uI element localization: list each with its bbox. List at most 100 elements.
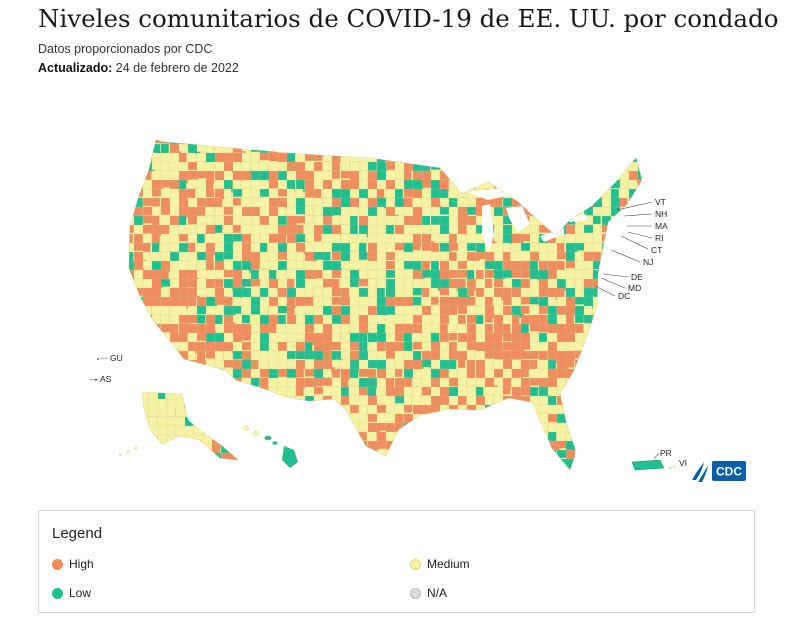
county-cell[interactable]: [205, 206, 215, 216]
county-cell[interactable]: [358, 242, 367, 254]
county-cell[interactable]: [340, 161, 350, 170]
county-cell[interactable]: [322, 215, 333, 225]
county-cell[interactable]: [619, 422, 630, 433]
county-cell[interactable]: [403, 404, 413, 413]
county-cell[interactable]: [475, 458, 486, 469]
county-cell[interactable]: [169, 206, 181, 217]
county-cell[interactable]: [511, 386, 522, 397]
county-cell[interactable]: [574, 404, 586, 414]
county-cell[interactable]: [340, 143, 354, 155]
county-cell[interactable]: [574, 431, 583, 441]
county-cell[interactable]: [601, 260, 612, 273]
county-cell[interactable]: [466, 449, 477, 459]
county-cell[interactable]: [430, 413, 440, 425]
county-cell[interactable]: [187, 449, 200, 462]
county-cell[interactable]: [148, 407, 160, 417]
county-cell[interactable]: [421, 314, 432, 325]
county-cell[interactable]: [430, 323, 439, 333]
county-cell[interactable]: [295, 431, 307, 442]
county-cell[interactable]: [151, 449, 165, 462]
county-cell[interactable]: [125, 170, 135, 183]
county-cell[interactable]: [628, 395, 640, 407]
county-cell[interactable]: [229, 434, 238, 448]
county-cell[interactable]: [376, 422, 388, 431]
county-cell[interactable]: [574, 350, 583, 359]
county-cell[interactable]: [484, 467, 497, 479]
county-cell[interactable]: [547, 143, 557, 157]
county-cell[interactable]: [160, 170, 172, 182]
county-cell[interactable]: [250, 386, 263, 395]
county-cell[interactable]: [403, 395, 412, 405]
county-cell[interactable]: [394, 233, 406, 243]
county-cell[interactable]: [157, 390, 166, 401]
county-cell[interactable]: [457, 350, 468, 361]
county-cell[interactable]: [385, 305, 396, 315]
county-cell[interactable]: [520, 440, 532, 450]
county-cell[interactable]: [313, 431, 325, 445]
county-cell[interactable]: [502, 269, 513, 278]
county-cell[interactable]: [140, 443, 151, 454]
county-cell[interactable]: [619, 404, 628, 413]
county-cell[interactable]: [268, 413, 279, 424]
county-cell[interactable]: [430, 449, 440, 459]
county-cell[interactable]: [214, 305, 224, 317]
county-cell[interactable]: [286, 135, 298, 148]
county-cell[interactable]: [475, 287, 485, 298]
county-cell[interactable]: [583, 395, 593, 407]
county-cell[interactable]: [457, 323, 467, 335]
county-cell[interactable]: [259, 359, 269, 369]
county-cell[interactable]: [556, 467, 566, 480]
county-cell[interactable]: [331, 278, 340, 289]
county-cell[interactable]: [313, 386, 324, 395]
county-cell[interactable]: [430, 467, 444, 477]
county-cell[interactable]: [430, 458, 439, 469]
county-cell[interactable]: [520, 143, 533, 156]
county-cell[interactable]: [601, 341, 612, 350]
county-cell[interactable]: [610, 233, 620, 245]
county-cell[interactable]: [304, 413, 313, 426]
county-cell[interactable]: [520, 449, 530, 459]
county-cell[interactable]: [466, 242, 476, 252]
county-cell[interactable]: [538, 152, 549, 165]
county-cell[interactable]: [160, 323, 171, 333]
county-cell[interactable]: [628, 431, 638, 442]
county-cell[interactable]: [196, 260, 208, 270]
county-cell[interactable]: [565, 179, 577, 193]
county-cell[interactable]: [313, 233, 322, 242]
county-cell[interactable]: [340, 242, 351, 253]
county-cell[interactable]: [313, 251, 325, 260]
county-cell[interactable]: [151, 206, 161, 216]
county-cell[interactable]: [574, 233, 585, 245]
county-cell[interactable]: [475, 449, 489, 458]
county-cell[interactable]: [637, 305, 647, 314]
county-cell[interactable]: [187, 224, 196, 233]
county-cell[interactable]: [125, 135, 137, 143]
county-cell[interactable]: [385, 143, 397, 152]
county-cell[interactable]: [520, 368, 529, 378]
county-cell[interactable]: [358, 188, 369, 200]
county-cell[interactable]: [538, 206, 551, 218]
county-cell[interactable]: [268, 467, 281, 477]
county-cell[interactable]: [601, 152, 614, 162]
county-cell[interactable]: [637, 377, 649, 388]
county-cell[interactable]: [151, 188, 163, 197]
county-cell[interactable]: [439, 233, 450, 242]
county-cell[interactable]: [241, 458, 251, 468]
county-cell[interactable]: [610, 350, 624, 362]
county-cell[interactable]: [529, 350, 539, 359]
county-cell[interactable]: [376, 206, 385, 217]
county-cell[interactable]: [178, 359, 191, 372]
county-cell[interactable]: [592, 368, 601, 380]
county-cell[interactable]: [295, 143, 306, 155]
county-cell[interactable]: [439, 143, 450, 153]
county-cell[interactable]: [322, 440, 332, 451]
county-cell[interactable]: [493, 305, 502, 314]
county-cell[interactable]: [457, 422, 470, 436]
county-cell[interactable]: [529, 188, 540, 200]
county-cell[interactable]: [232, 395, 245, 405]
county-cell[interactable]: [412, 377, 421, 387]
county-cell[interactable]: [628, 143, 639, 156]
county-cell[interactable]: [349, 305, 360, 317]
county-cell[interactable]: [142, 251, 151, 261]
county-cell[interactable]: [430, 143, 439, 156]
